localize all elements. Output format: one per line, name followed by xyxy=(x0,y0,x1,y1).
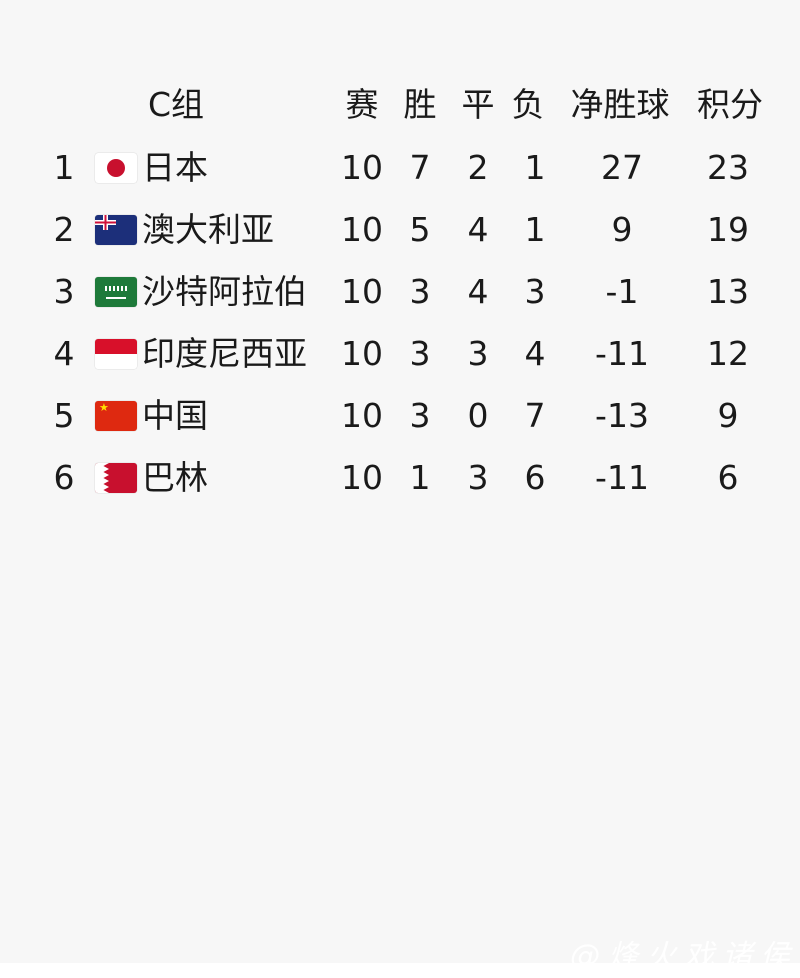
lost-value: 7 xyxy=(524,396,546,435)
played-value: 10 xyxy=(341,396,383,435)
points-value: 23 xyxy=(707,148,749,187)
won-value: 5 xyxy=(409,210,431,249)
points-value: 13 xyxy=(707,272,749,311)
draw-value: 3 xyxy=(467,334,489,373)
header-won: 胜 xyxy=(403,85,437,124)
goal-diff-value: 9 xyxy=(611,210,633,249)
lost-value: 3 xyxy=(524,272,546,311)
header-points: 积分 xyxy=(697,85,763,124)
australia-flag-icon xyxy=(95,215,137,245)
saudi-arabia-flag-icon xyxy=(95,277,137,307)
won-value: 3 xyxy=(409,334,431,373)
header-draw: 平 xyxy=(461,85,495,124)
header-played: 赛 xyxy=(345,85,379,124)
played-value: 10 xyxy=(341,210,383,249)
team-name: 澳大利亚 xyxy=(142,210,274,249)
header-lost: 负 xyxy=(511,85,545,124)
draw-value: 4 xyxy=(467,210,489,249)
japan-flag-icon xyxy=(95,153,137,183)
goal-diff-value: -13 xyxy=(595,396,649,435)
played-value: 10 xyxy=(341,458,383,497)
won-value: 1 xyxy=(409,458,431,497)
played-value: 10 xyxy=(341,272,383,311)
played-value: 10 xyxy=(341,148,383,187)
draw-value: 4 xyxy=(467,272,489,311)
team-name: 日本 xyxy=(142,148,208,187)
draw-value: 0 xyxy=(467,396,489,435)
watermark: @烽火戏诸侯 xyxy=(570,939,798,974)
group-title: C组 xyxy=(147,85,205,124)
lost-value: 1 xyxy=(524,210,546,249)
won-value: 7 xyxy=(409,148,431,187)
goal-diff-value: -1 xyxy=(605,272,639,311)
points-value: 9 xyxy=(717,396,739,435)
rank: 6 xyxy=(53,458,75,497)
rank: 5 xyxy=(53,396,75,435)
lost-value: 1 xyxy=(524,148,546,187)
lost-value: 4 xyxy=(524,334,546,373)
rank: 2 xyxy=(53,210,75,249)
points-value: 19 xyxy=(707,210,749,249)
indonesia-flag-icon xyxy=(95,339,137,369)
rank: 1 xyxy=(53,148,75,187)
lost-value: 6 xyxy=(524,458,546,497)
china-flag-icon xyxy=(95,401,137,431)
draw-value: 2 xyxy=(467,148,489,187)
won-value: 3 xyxy=(409,272,431,311)
bahrain-flag-icon xyxy=(95,463,137,493)
points-value: 12 xyxy=(707,334,749,373)
draw-value: 3 xyxy=(467,458,489,497)
rank: 3 xyxy=(53,272,75,311)
header-goal-diff: 净胜球 xyxy=(570,85,670,124)
rank: 4 xyxy=(53,334,75,373)
won-value: 3 xyxy=(409,396,431,435)
team-name: 巴林 xyxy=(142,458,208,497)
team-name: 印度尼西亚 xyxy=(142,334,307,373)
goal-diff-value: 27 xyxy=(601,148,643,187)
bottom-strip xyxy=(0,963,800,978)
goal-diff-value: -11 xyxy=(595,458,649,497)
points-value: 6 xyxy=(717,458,739,497)
team-name: 中国 xyxy=(142,396,208,435)
played-value: 10 xyxy=(341,334,383,373)
team-name: 沙特阿拉伯 xyxy=(142,272,307,311)
goal-diff-value: -11 xyxy=(595,334,649,373)
